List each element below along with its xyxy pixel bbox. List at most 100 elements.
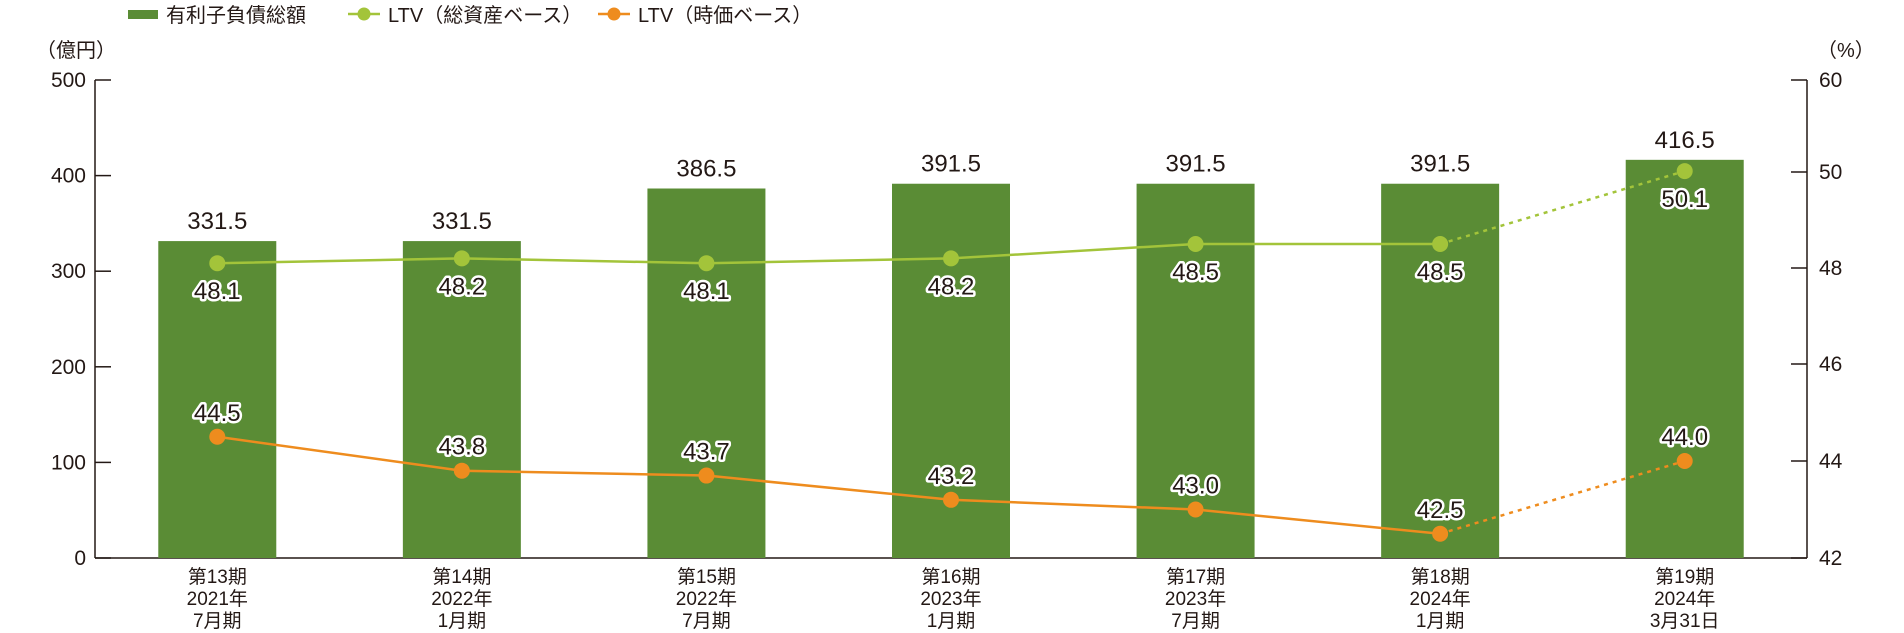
series-point bbox=[453, 462, 470, 479]
y-left-unit: （億円） bbox=[36, 39, 116, 62]
bar-value-label: 386.5 bbox=[676, 156, 736, 183]
line-value-label: 48.5 bbox=[1417, 259, 1464, 286]
y-right-tick-label: 48 bbox=[1819, 257, 1842, 280]
x-tick-label: 2022年 bbox=[676, 588, 737, 610]
x-tick-label: 2024年 bbox=[1410, 588, 1471, 610]
x-tick-label: 1月期 bbox=[927, 610, 976, 632]
y-right-tick-label: 44 bbox=[1819, 450, 1843, 473]
series-point bbox=[1676, 163, 1693, 180]
bar-value-label: 331.5 bbox=[432, 208, 492, 235]
series-point bbox=[453, 250, 470, 267]
series-point bbox=[1187, 236, 1204, 252]
x-tick-label: 2023年 bbox=[1165, 588, 1226, 610]
y-right-unit: （%） bbox=[1817, 39, 1875, 62]
series-line bbox=[217, 435, 1441, 535]
y-right-tick-label: 50 bbox=[1819, 161, 1842, 184]
x-tick-label: 7月期 bbox=[682, 610, 731, 632]
series-point bbox=[209, 428, 226, 445]
series-point bbox=[1676, 453, 1693, 469]
series-point bbox=[698, 255, 715, 272]
legend-item: LTV（時価ベース） bbox=[598, 4, 812, 27]
y-left-tick-label: 200 bbox=[51, 356, 86, 379]
x-tick-label: 第13期 bbox=[188, 566, 247, 588]
x-tick-label: 第15期 bbox=[677, 566, 736, 588]
line-value-label: 44.5 bbox=[194, 400, 241, 427]
x-tick-label: 第16期 bbox=[921, 566, 980, 588]
bar-value-label: 391.5 bbox=[1410, 151, 1470, 178]
legend-bar-swatch bbox=[128, 10, 158, 19]
y-right-tick-label: 42 bbox=[1819, 547, 1842, 570]
x-tick-label: 7月期 bbox=[193, 610, 242, 632]
line-series bbox=[209, 163, 1693, 542]
x-tick-label: 2021年 bbox=[187, 588, 248, 610]
y-left-tick-label: 300 bbox=[51, 260, 86, 283]
x-tick-label: 第14期 bbox=[432, 566, 491, 588]
series-line-dashed bbox=[1439, 459, 1686, 535]
x-tick-label: 第17期 bbox=[1166, 566, 1225, 588]
y-left-tick-label: 0 bbox=[74, 547, 86, 570]
line-value-label: 48.1 bbox=[194, 278, 241, 305]
line-value-label: 48.2 bbox=[928, 273, 975, 300]
data-labels: 331.5 331.5 386.5 391.5 391.5 391.5 416.5 48.1 4… bbox=[187, 127, 1715, 526]
line-value-label: 43.0 bbox=[1172, 473, 1219, 500]
bar-value-label: 331.5 bbox=[187, 208, 247, 235]
x-tick-label: 第19期 bbox=[1655, 566, 1714, 588]
y-right-tick-label: 46 bbox=[1819, 353, 1842, 376]
legend-item: LTV（総資産ベース） bbox=[348, 4, 582, 27]
x-tick-label: 1月期 bbox=[1416, 610, 1465, 632]
series-point bbox=[1432, 236, 1449, 252]
x-tick-label: 1月期 bbox=[438, 610, 487, 632]
legend: 有利子負債総額 LTV（総資産ベース） LTV（時価ベース） bbox=[128, 4, 812, 27]
line-value-label: 42.5 bbox=[1417, 497, 1464, 524]
line-value-label: 50.1 bbox=[1661, 186, 1708, 213]
line-value-label: 48.1 bbox=[683, 278, 730, 305]
series-line bbox=[217, 242, 1441, 265]
legend-dot bbox=[357, 7, 371, 21]
line-value-label: 43.2 bbox=[928, 463, 975, 490]
legend-label: LTV（時価ベース） bbox=[638, 4, 812, 27]
bar bbox=[1625, 159, 1744, 559]
bar bbox=[647, 188, 766, 559]
series-point bbox=[209, 255, 226, 272]
line-value-label: 43.7 bbox=[683, 439, 730, 466]
bar-value-label: 391.5 bbox=[921, 151, 981, 178]
line-value-label: 48.2 bbox=[438, 273, 485, 300]
series-point bbox=[943, 250, 959, 267]
bar-value-label: 416.5 bbox=[1655, 127, 1715, 154]
legend-label: LTV（総資産ベース） bbox=[388, 4, 582, 27]
x-tick-label: 2023年 bbox=[920, 588, 981, 610]
series-point bbox=[1187, 501, 1204, 518]
axes: （億円） （%）0100200300400500424446485060第13期2… bbox=[36, 39, 1875, 632]
x-tick-label: 3月31日 bbox=[1650, 611, 1720, 632]
y-left-tick-label: 500 bbox=[51, 69, 86, 92]
series-line-dashed bbox=[1439, 169, 1686, 246]
bar-value-label: 391.5 bbox=[1166, 151, 1226, 178]
bar-series bbox=[158, 159, 1744, 559]
series-point bbox=[698, 467, 715, 484]
line-value-label: 44.0 bbox=[1661, 424, 1708, 451]
x-tick-label: 2024年 bbox=[1654, 588, 1715, 610]
series-point bbox=[943, 491, 959, 508]
y-left-tick-label: 100 bbox=[51, 451, 86, 474]
legend-label: 有利子負債総額 bbox=[166, 4, 306, 27]
y-right-tick-label: 60 bbox=[1819, 69, 1842, 92]
bar bbox=[402, 241, 521, 558]
legend-dot bbox=[607, 7, 621, 21]
line-value-label: 43.8 bbox=[438, 434, 485, 461]
bar bbox=[158, 241, 277, 558]
line-value-label: 48.5 bbox=[1172, 259, 1219, 286]
x-tick-label: 7月期 bbox=[1171, 610, 1220, 632]
series-point bbox=[1432, 525, 1449, 542]
x-tick-label: 2022年 bbox=[431, 588, 492, 610]
x-tick-label: 第18期 bbox=[1411, 566, 1470, 588]
y-left-tick-label: 400 bbox=[51, 165, 86, 188]
legend-item: 有利子負債総額 bbox=[128, 4, 306, 27]
